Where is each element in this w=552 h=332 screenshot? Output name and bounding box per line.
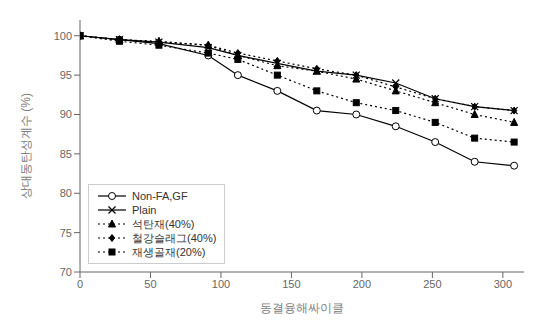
svg-text:250: 250 — [423, 278, 441, 290]
svg-text:75: 75 — [60, 227, 72, 239]
svg-text:0: 0 — [77, 278, 83, 290]
svg-text:90: 90 — [60, 108, 72, 120]
html-text:석탄재(40%): 석탄재(40%) — [132, 218, 195, 230]
svg-text:80: 80 — [60, 187, 72, 199]
html-text:재생골재(20%): 재생골재(20%) — [132, 246, 206, 258]
svg-text:300: 300 — [494, 278, 512, 290]
svg-text:100: 100 — [54, 30, 72, 42]
svg-text:50: 50 — [144, 278, 156, 290]
svg-text:상대동탄성계수 (%): 상대동탄성계수 (%) — [19, 93, 33, 199]
svg-text:70: 70 — [60, 266, 72, 278]
svg-text:200: 200 — [353, 278, 371, 290]
svg-text:85: 85 — [60, 148, 72, 160]
svg-text:100: 100 — [212, 278, 230, 290]
svg-text:95: 95 — [60, 69, 72, 81]
svg-text:동결융해싸이클: 동결융해싸이클 — [260, 301, 344, 315]
html-text:Plain: Plain — [132, 204, 157, 216]
html-text:Non-FA,GF: Non-FA,GF — [132, 190, 188, 202]
html-text:철강슬래그(40%): 철강슬래그(40%) — [132, 232, 217, 244]
svg-text:150: 150 — [282, 278, 300, 290]
